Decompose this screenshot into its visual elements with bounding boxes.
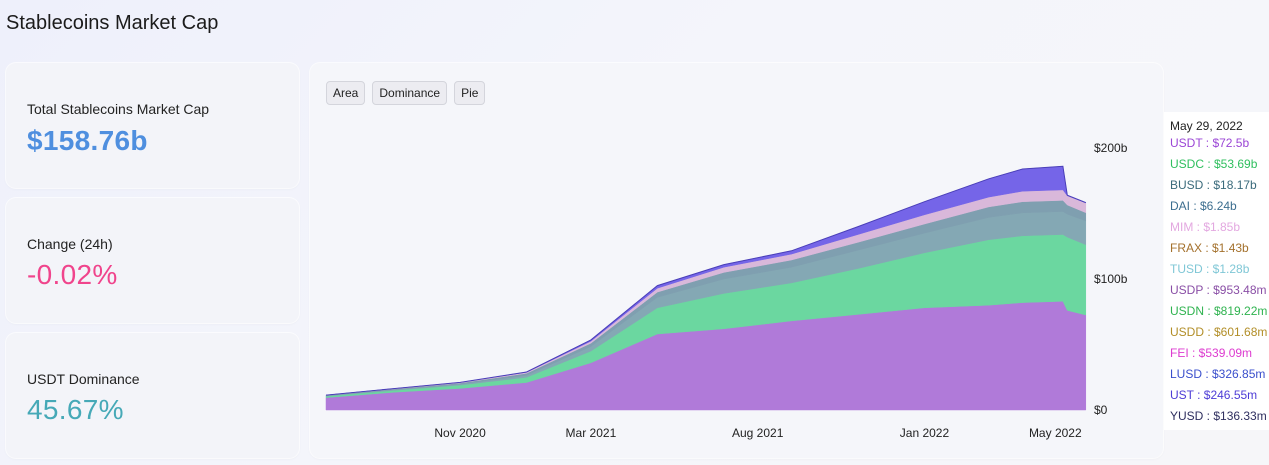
- x-tick-label: Aug 2021: [732, 426, 784, 440]
- page-title: Stablecoins Market Cap: [6, 12, 219, 34]
- tooltip-row-usdn: USDN : $819.22m: [1170, 304, 1268, 318]
- tooltip-row-dai: DAI : $6.24b: [1170, 199, 1237, 213]
- x-tick-label: Mar 2021: [566, 426, 617, 440]
- total-market-cap-value: $158.76b: [27, 125, 148, 156]
- total-market-cap-label: Total Stablecoins Market Cap: [27, 101, 210, 117]
- usdt-dominance-card: USDT Dominance 45.67%: [6, 333, 299, 458]
- total-market-cap-card: Total Stablecoins Market Cap $158.76b: [6, 63, 299, 188]
- tooltip-row-fei: FEI : $539.09m: [1170, 346, 1253, 360]
- y-tick-label: $200b: [1094, 141, 1128, 155]
- usdt-dominance-label: USDT Dominance: [27, 371, 140, 387]
- x-tick-label: Jan 2022: [900, 426, 950, 440]
- chart-tooltip: May 29, 2022 USDT : $72.5b USDC : $53.69…: [1164, 112, 1269, 430]
- tooltip-row-usdc: USDC : $53.69b: [1170, 157, 1258, 171]
- chart-card: Nov 2020 Mar 2021 Aug 2021 Jan 2022 May 2022…: [310, 63, 1163, 458]
- tooltip-row-tusd: TUSD : $1.28b: [1170, 262, 1250, 276]
- tooltip-row-ust: UST : $246.55m: [1170, 388, 1258, 402]
- tooltip-row-frax: FRAX : $1.43b: [1170, 241, 1249, 255]
- change-24h-value: -0.02%: [27, 259, 118, 290]
- chart-type-tabs: Area Dominance Pie: [326, 81, 486, 105]
- tooltip-row-lusd: LUSD : $326.85m: [1170, 367, 1266, 381]
- tab-pie[interactable]: Pie: [454, 81, 486, 105]
- y-tick-label: $0: [1094, 403, 1108, 417]
- area-top-outline: [325, 165, 1086, 396]
- tooltip-date: May 29, 2022: [1170, 119, 1243, 133]
- tooltip-row-usdt: USDT : $72.5b: [1170, 136, 1250, 150]
- tooltip-row-mim: MIM : $1.85b: [1170, 220, 1241, 234]
- tooltip-row-busd: BUSD : $18.17b: [1170, 178, 1257, 192]
- stacked-area-chart[interactable]: Nov 2020 Mar 2021 Aug 2021 Jan 2022 May 2022…: [310, 63, 1163, 458]
- tab-area[interactable]: Area: [326, 81, 366, 105]
- tab-dominance[interactable]: Dominance: [372, 81, 448, 105]
- usdt-dominance-value: 45.67%: [27, 394, 124, 425]
- tooltip-row-usdp: USDP : $953.48m: [1170, 283, 1267, 297]
- y-tick-label: $100b: [1094, 272, 1128, 286]
- x-tick-label: May 2022: [1029, 426, 1082, 440]
- x-tick-label: Nov 2020: [434, 426, 486, 440]
- tooltip-row-yusd: YUSD : $136.33m: [1170, 409, 1267, 423]
- change-24h-card: Change (24h) -0.02%: [6, 198, 299, 323]
- change-24h-label: Change (24h): [27, 236, 113, 252]
- tooltip-row-usdd: USDD : $601.68m: [1170, 325, 1268, 339]
